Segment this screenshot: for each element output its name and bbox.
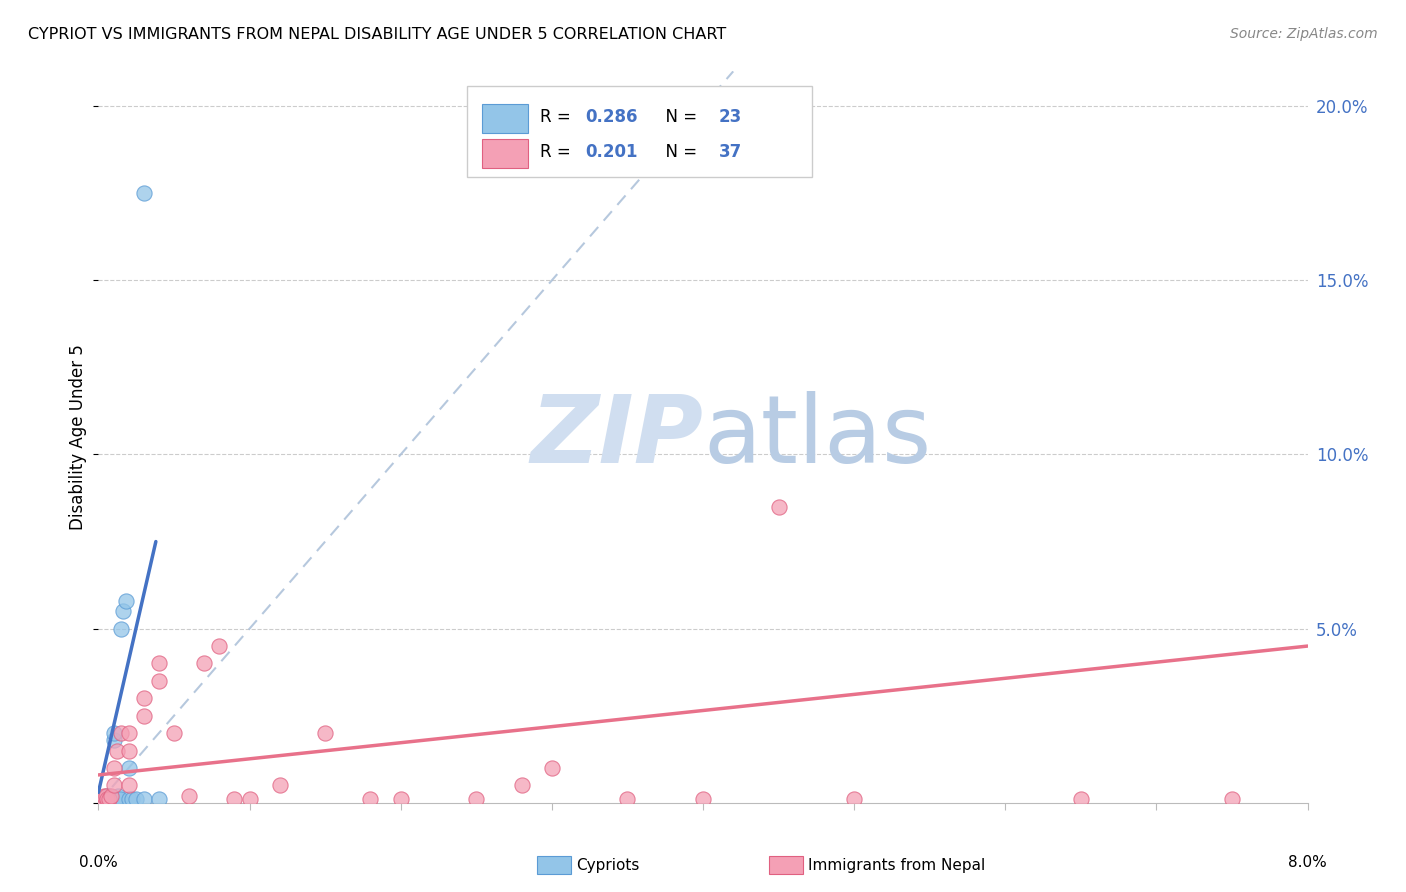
Point	[111, 604, 134, 618]
Point	[148, 657, 170, 671]
Text: 37: 37	[718, 143, 742, 161]
Point	[91, 792, 114, 806]
Point	[98, 792, 121, 806]
Text: N =: N =	[655, 143, 702, 161]
Point	[148, 792, 170, 806]
Point	[465, 792, 488, 806]
Point	[103, 761, 125, 775]
Point	[132, 792, 155, 806]
Point	[105, 792, 128, 806]
Point	[114, 594, 136, 608]
Point	[103, 778, 125, 792]
Point	[541, 761, 564, 775]
Point	[103, 733, 125, 747]
Point	[93, 792, 115, 806]
Text: 0.0%: 0.0%	[79, 855, 118, 870]
Point	[101, 792, 124, 806]
Point	[692, 792, 714, 806]
Point	[239, 792, 262, 806]
Text: N =: N =	[655, 108, 702, 126]
Point	[93, 789, 115, 803]
Point	[96, 792, 118, 806]
Text: R =: R =	[540, 108, 576, 126]
Point	[121, 792, 143, 806]
Point	[118, 761, 141, 775]
FancyBboxPatch shape	[467, 86, 811, 178]
Text: 0.201: 0.201	[586, 143, 638, 161]
Point	[107, 789, 129, 803]
Text: CYPRIOT VS IMMIGRANTS FROM NEPAL DISABILITY AGE UNDER 5 CORRELATION CHART: CYPRIOT VS IMMIGRANTS FROM NEPAL DISABIL…	[28, 27, 727, 42]
Point	[90, 792, 112, 806]
Point	[1220, 792, 1243, 806]
Point	[91, 792, 114, 806]
Text: R =: R =	[540, 143, 576, 161]
Point	[768, 500, 790, 514]
Point	[132, 691, 155, 706]
Point	[118, 792, 141, 806]
Text: atlas: atlas	[703, 391, 931, 483]
Point	[360, 792, 382, 806]
Point	[100, 789, 122, 803]
Point	[103, 726, 125, 740]
Point	[132, 186, 155, 201]
Point	[100, 792, 122, 806]
Point	[132, 708, 155, 723]
Point	[208, 639, 231, 653]
Point	[118, 726, 141, 740]
Text: 8.0%: 8.0%	[1288, 855, 1327, 870]
Point	[193, 657, 215, 671]
Point	[96, 789, 118, 803]
Point	[108, 792, 131, 806]
Y-axis label: Disability Age Under 5: Disability Age Under 5	[69, 344, 87, 530]
Point	[118, 743, 141, 757]
Point	[1070, 792, 1092, 806]
Point	[269, 778, 291, 792]
Text: Source: ZipAtlas.com: Source: ZipAtlas.com	[1230, 27, 1378, 41]
Point	[98, 789, 121, 803]
Point	[94, 792, 117, 806]
Point	[105, 743, 128, 757]
Point	[94, 789, 117, 803]
Point	[90, 792, 112, 806]
Point	[118, 778, 141, 792]
Point	[616, 792, 638, 806]
Point	[224, 792, 246, 806]
FancyBboxPatch shape	[482, 103, 527, 133]
Text: 0.286: 0.286	[586, 108, 638, 126]
Point	[844, 792, 866, 806]
Point	[110, 622, 132, 636]
Point	[148, 673, 170, 688]
Point	[125, 792, 148, 806]
Text: Immigrants from Nepal: Immigrants from Nepal	[808, 858, 986, 872]
Point	[510, 778, 533, 792]
Point	[314, 726, 336, 740]
Point	[110, 726, 132, 740]
Point	[163, 726, 186, 740]
Point	[179, 789, 201, 803]
Text: ZIP: ZIP	[530, 391, 703, 483]
Text: Cypriots: Cypriots	[576, 858, 640, 872]
FancyBboxPatch shape	[482, 138, 527, 168]
Text: 23: 23	[718, 108, 742, 126]
Point	[389, 792, 412, 806]
